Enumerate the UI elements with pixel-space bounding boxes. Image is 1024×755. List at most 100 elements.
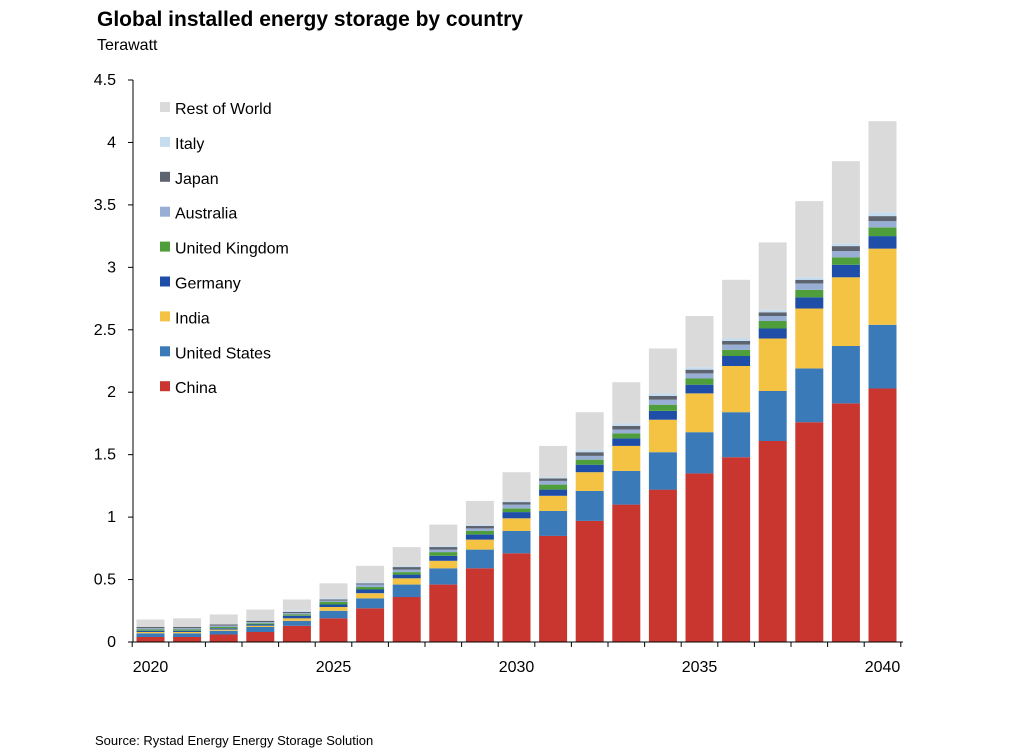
bar-italy-2036	[722, 338, 751, 341]
legend-swatch-germany	[160, 276, 170, 287]
bar-united-states-2026	[356, 598, 385, 609]
bar-rest-of-world-2026	[356, 565, 385, 582]
bar-china-2021	[173, 637, 202, 642]
bar-japan-2028	[429, 547, 458, 550]
bar-germany-2038	[795, 297, 824, 309]
bar-india-2037	[758, 338, 787, 391]
bar-rest-of-world-2028	[429, 524, 458, 546]
bar-australia-2023	[246, 622, 275, 624]
bar-united-states-2036	[722, 412, 751, 458]
bar-australia-2035	[685, 373, 714, 379]
bar-italy-2031	[539, 477, 568, 479]
bar-japan-2039	[831, 246, 860, 252]
bar-united-states-2037	[758, 391, 787, 441]
bar-australia-2034	[648, 399, 677, 405]
bar-united-states-2038	[795, 368, 824, 423]
bar-united-kingdom-2030	[502, 508, 531, 513]
bar-italy-2026	[356, 582, 385, 584]
bar-united-states-2022	[209, 630, 238, 635]
bar-united-states-2030	[502, 530, 531, 554]
bar-italy-2039	[831, 243, 860, 247]
legend: Rest of World Italy Japan Australia United K…	[160, 101, 289, 397]
bar-india-2033	[612, 445, 641, 471]
legend-label-united-states: United States	[175, 345, 271, 362]
y-tick-label: 2	[107, 384, 116, 401]
bar-china-2035	[685, 473, 714, 642]
bar-united-kingdom-2025	[319, 602, 348, 605]
bar-germany-2037	[758, 328, 787, 339]
bar-rest-of-world-2032	[575, 412, 604, 450]
bar-india-2021	[173, 632, 202, 634]
bar-rest-of-world-2030	[502, 472, 531, 501]
bar-rest-of-world-2039	[831, 161, 860, 244]
bar-united-kingdom-2029	[465, 530, 494, 535]
bar-japan-2021	[173, 627, 202, 629]
bar-united-kingdom-2039	[831, 257, 860, 265]
bar-australia-2026	[356, 584, 385, 588]
bar-china-2022	[209, 634, 238, 642]
axes: 0 0.5 1 1.5 2 2.5 3 3.5 4 4.5 2020 2025 2030 2035 2040	[94, 72, 903, 676]
bar-rest-of-world-2022	[209, 614, 238, 625]
bar-japan-2037	[758, 312, 787, 316]
bar-india-2031	[539, 495, 568, 511]
bar-italy-2035	[685, 367, 714, 370]
bar-united-states-2031	[539, 510, 568, 536]
bar-china-2026	[356, 608, 385, 642]
bar-germany-2032	[575, 464, 604, 473]
bar-australia-2024	[282, 613, 311, 615]
bar-australia-2038	[795, 283, 824, 290]
bar-italy-2030	[502, 500, 531, 503]
bar-germany-2039	[831, 264, 860, 278]
bar-india-2036	[722, 366, 751, 413]
legend-label-italy: Italy	[175, 136, 204, 153]
bar-rest-of-world-2035	[685, 316, 714, 368]
bar-united-kingdom-2031	[539, 484, 568, 490]
chart-unit-label: Terawatt	[97, 37, 158, 54]
bar-japan-2027	[392, 567, 421, 570]
bar-australia-2040	[868, 221, 897, 228]
bar-australia-2037	[758, 316, 787, 321]
bar-japan-2024	[282, 612, 311, 614]
bar-united-kingdom-2040	[868, 227, 897, 237]
legend-swatch-united-kingdom	[160, 241, 170, 252]
bar-united-kingdom-2020	[136, 629, 165, 631]
legend-swatch-united-states	[160, 346, 170, 357]
bar-china-2036	[722, 457, 751, 642]
bar-australia-2039	[831, 251, 860, 258]
y-tick-label: 0.5	[94, 572, 116, 589]
bar-india-2022	[209, 629, 238, 631]
bar-japan-2031	[539, 478, 568, 481]
bar-united-kingdom-2022	[209, 627, 238, 629]
bar-united-states-2024	[282, 620, 311, 626]
bar-india-2028	[429, 560, 458, 569]
bar-china-2038	[795, 422, 824, 642]
bar-rest-of-world-2025	[319, 583, 348, 599]
bar-japan-2026	[356, 583, 385, 585]
bar-india-2032	[575, 472, 604, 491]
bar-australia-2029	[465, 528, 494, 531]
legend-label-india: India	[175, 310, 210, 327]
bar-australia-2036	[722, 344, 751, 350]
bar-rest-of-world-2033	[612, 382, 641, 424]
bar-italy-2033	[612, 423, 641, 426]
bar-united-states-2033	[612, 470, 641, 505]
bar-group	[136, 121, 897, 642]
bar-china-2024	[282, 625, 311, 642]
bar-india-2029	[465, 539, 494, 550]
bar-united-kingdom-2036	[722, 349, 751, 356]
bar-united-kingdom-2033	[612, 433, 641, 439]
bar-germany-2027	[392, 574, 421, 579]
legend-label-japan: Japan	[175, 171, 219, 188]
y-tick-label: 4	[107, 134, 116, 151]
bar-india-2026	[356, 593, 385, 599]
bar-india-2023	[246, 625, 275, 627]
bar-india-2030	[502, 518, 531, 531]
bar-united-states-2032	[575, 490, 604, 521]
bar-india-2024	[282, 618, 311, 621]
bar-australia-2027	[392, 569, 421, 573]
bar-australia-2020	[136, 628, 165, 630]
bar-china-2032	[575, 520, 604, 642]
bar-united-states-2029	[465, 549, 494, 569]
bar-italy-2034	[648, 393, 677, 396]
bar-china-2034	[648, 489, 677, 642]
